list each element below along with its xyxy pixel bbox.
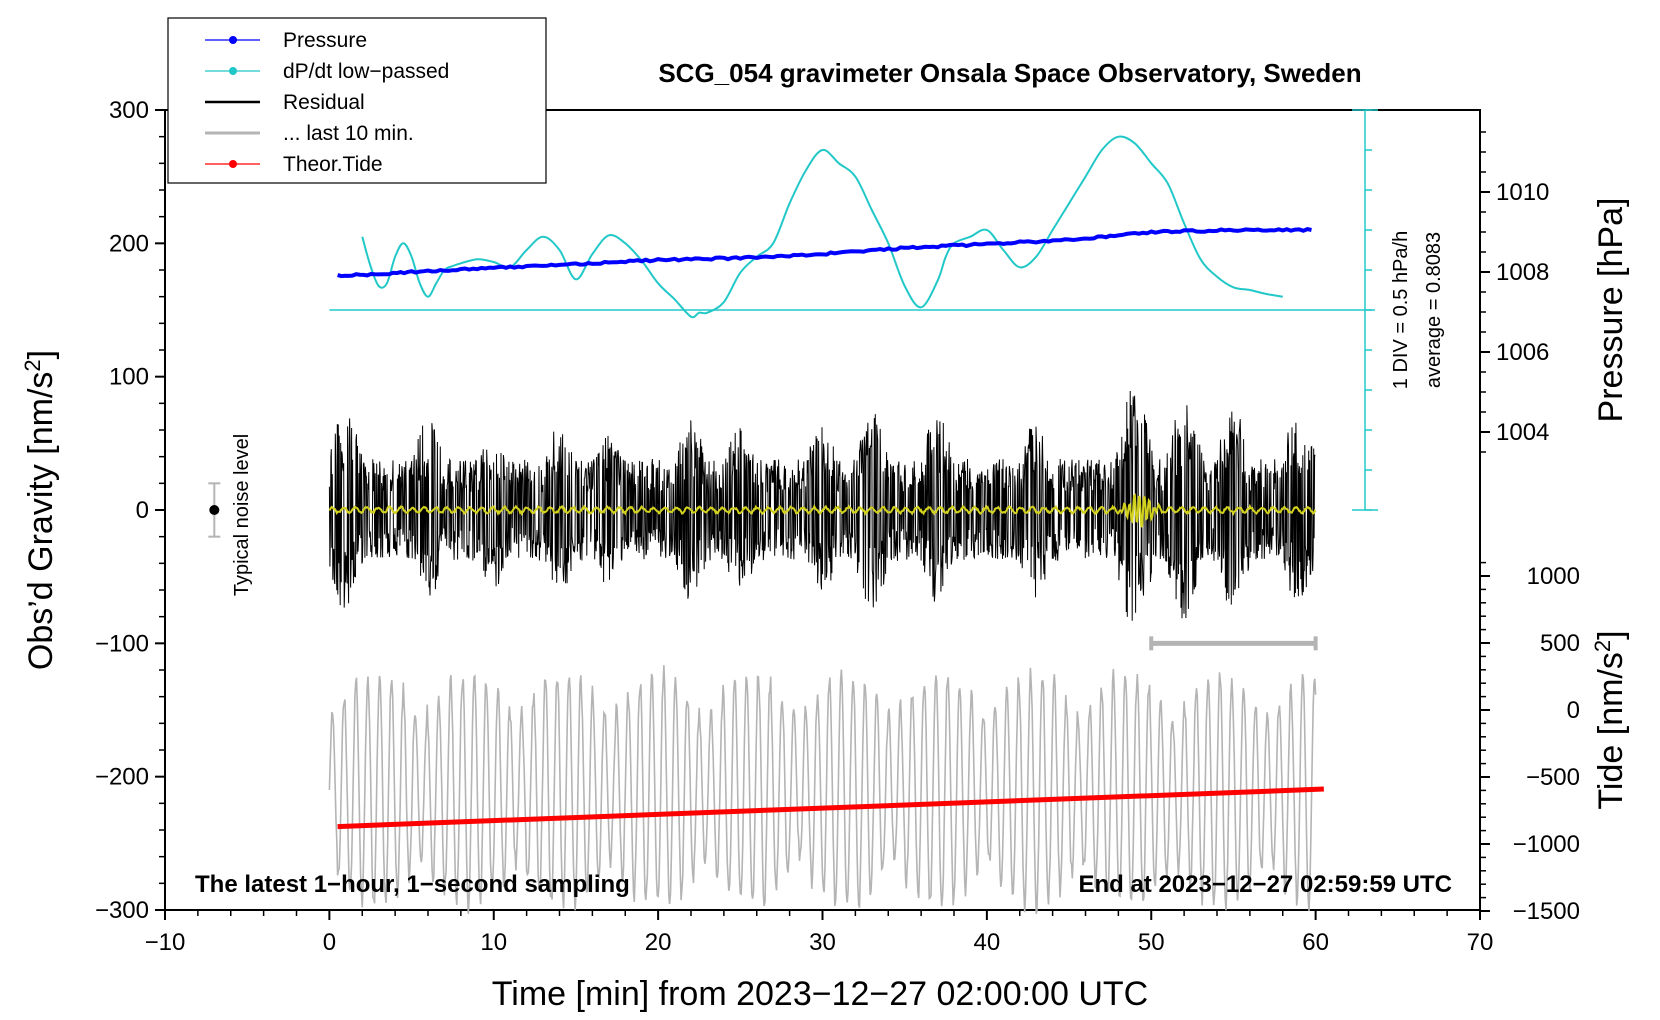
pressure-series [337, 227, 1312, 279]
pressure-tick-label: 1008 [1496, 259, 1549, 286]
legend-marker [229, 160, 237, 168]
x-tick-label: 10 [480, 929, 507, 956]
residual-series [328, 390, 1316, 621]
scale-label-div: 1 DIV = 0.5 hPa/h [1390, 231, 1412, 389]
filtered-residual-line [328, 493, 1317, 528]
last-10-min-series [328, 665, 1317, 915]
legend: Pressure dP/dt low−passed Residual ... l… [167, 17, 547, 184]
tide-line [337, 786, 1324, 830]
y-tick-label: −200 [95, 764, 149, 791]
axes: −10 0 10 20 30 40 50 60 703002001000−100−200−300… [95, 97, 1580, 956]
x-axis-label: Time [min] from 2023−12−27 02:00:00 UTC [492, 975, 1148, 1013]
tide-tick-label: −1000 [1513, 831, 1580, 858]
x-tick-label: 60 [1302, 929, 1329, 956]
y-tick-label: 300 [109, 97, 149, 124]
legend-label-residual: Residual [283, 91, 365, 114]
y-tick-label: 100 [109, 364, 149, 391]
x-tick-label: 20 [645, 929, 672, 956]
y-tick-label: 200 [109, 230, 149, 257]
legend-marker [229, 36, 237, 44]
tide-tick-label: 1000 [1527, 563, 1580, 590]
tide-tick-label: −1500 [1513, 898, 1580, 925]
scale-label-average: average = 0.8083 [1423, 232, 1445, 388]
bottom-left-note: The latest 1−hour, 1−second sampling [195, 871, 630, 898]
y-axis-label-pressure: Pressure [hPa] [1592, 198, 1630, 423]
noise-level-dot [209, 505, 220, 515]
bottom-right-note: End at 2023−12−27 02:59:59 UTC [1078, 871, 1452, 898]
y-tick-label: −100 [95, 630, 149, 657]
legend-box [167, 17, 547, 184]
y-tick-label: 0 [136, 497, 149, 524]
legend-label-pressure: Pressure [283, 29, 367, 52]
x-tick-label: 40 [974, 929, 1001, 956]
tide-tick-label: 500 [1540, 630, 1580, 657]
noise-level-label: Typical noise level [231, 434, 253, 596]
pressure-tick-label: 1004 [1496, 419, 1549, 446]
y-axis-label-tide: Tide [nm/s2] [1590, 630, 1630, 809]
filtered-residual-series [328, 493, 1317, 528]
x-tick-label: 50 [1138, 929, 1165, 956]
last-10-min-line [328, 665, 1317, 915]
legend-label-tide: Theor.Tide [283, 153, 383, 176]
legend-marker [229, 67, 237, 75]
x-tick-label: −10 [145, 929, 186, 956]
tide-tick-label: 0 [1567, 697, 1580, 724]
tide-series [337, 786, 1324, 830]
dpdt-series [329, 109, 1378, 511]
legend-label-dpdt: dP/dt low−passed [283, 60, 449, 83]
y-axis-label-left: Obs’d Gravity [nm/s2] [20, 350, 60, 670]
residual-line [328, 390, 1316, 621]
pressure-line [337, 227, 1312, 279]
dpdt-line [361, 135, 1283, 319]
x-tick-label: 0 [323, 929, 336, 956]
pressure-tick-label: 1006 [1496, 339, 1549, 366]
x-tick-label: 30 [809, 929, 836, 956]
chart-title: SCG_054 gravimeter Onsala Space Observat… [658, 58, 1361, 88]
x-tick-label: 70 [1467, 929, 1494, 956]
y-tick-label: −300 [95, 897, 149, 924]
tide-tick-label: −500 [1526, 764, 1580, 791]
pressure-tick-label: 1010 [1496, 179, 1549, 206]
legend-label-last10: ... last 10 min. [283, 122, 414, 145]
